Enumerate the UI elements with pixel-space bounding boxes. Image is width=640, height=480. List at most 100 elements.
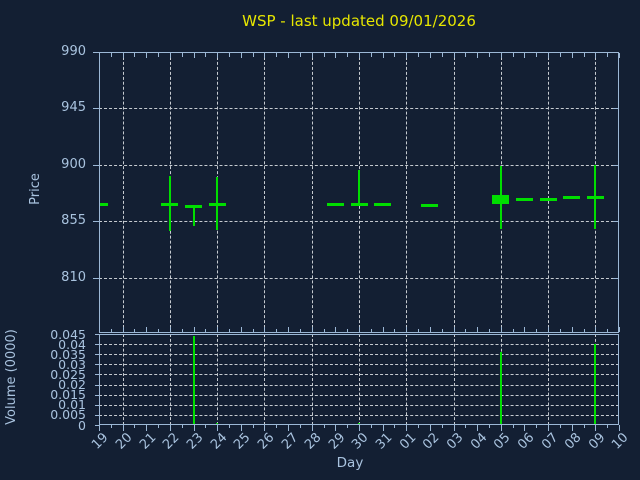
tick-mark	[95, 354, 99, 356]
tick-mark	[122, 53, 124, 58]
volume-tick-label: 0	[78, 417, 86, 433]
v-gridline	[548, 334, 550, 425]
tick-mark	[441, 53, 443, 57]
tick-mark	[613, 221, 619, 223]
tick-mark	[536, 53, 538, 57]
tick-mark	[512, 328, 514, 332]
tick-mark	[607, 328, 609, 332]
tick-mark	[110, 53, 112, 57]
candle-body	[185, 205, 203, 209]
tick-mark	[264, 425, 266, 431]
v-gridline	[311, 52, 313, 333]
tick-mark	[95, 425, 99, 426]
x-tick-label-text: 19	[89, 430, 112, 453]
v-gridline	[122, 52, 124, 333]
tick-mark	[95, 344, 99, 346]
tick-mark	[288, 327, 290, 332]
tick-mark	[489, 425, 490, 428]
tick-mark	[418, 328, 420, 332]
tick-mark	[571, 327, 573, 332]
v-gridline	[264, 334, 266, 425]
candle-wick	[358, 169, 360, 203]
tick-mark	[489, 328, 490, 332]
tick-mark	[489, 53, 490, 57]
price-tick-label: 810	[61, 269, 86, 285]
tick-mark	[536, 425, 538, 428]
price-plot-area	[99, 52, 619, 333]
tick-mark	[95, 404, 99, 406]
x-tick-label-text: 10	[609, 430, 632, 453]
volume-tick-label: 0.035	[50, 346, 86, 362]
tick-mark	[146, 53, 148, 58]
tick-mark	[276, 425, 278, 428]
x-tick-label-text: 31	[373, 430, 396, 453]
tick-mark	[134, 53, 136, 57]
tick-mark	[193, 53, 195, 58]
tick-mark	[406, 53, 408, 58]
h-gridline	[99, 384, 619, 386]
tick-mark	[477, 425, 479, 431]
v-gridline	[359, 334, 360, 425]
x-tick-label-text: 08	[562, 430, 585, 453]
tick-mark	[205, 53, 207, 57]
tick-mark	[264, 53, 266, 58]
v-gridline	[264, 52, 266, 333]
tick-mark	[335, 53, 337, 58]
tick-mark	[429, 53, 431, 58]
v-gridline	[122, 334, 124, 425]
tick-mark	[323, 53, 325, 57]
x-tick-label-text: 29	[325, 430, 349, 453]
tick-mark	[323, 425, 325, 428]
candle-body	[492, 195, 510, 204]
volume-tick-label: 0.02	[58, 377, 86, 393]
volume-bar	[192, 336, 195, 425]
candle-body	[99, 202, 108, 206]
candle-body	[515, 197, 533, 201]
tick-mark	[158, 328, 160, 332]
tick-mark	[524, 327, 526, 332]
tick-mark	[95, 384, 99, 386]
volume-tick-label: 0.01	[58, 397, 86, 413]
tick-mark	[619, 425, 620, 431]
candle-body	[421, 203, 439, 207]
candle-body	[539, 197, 557, 201]
tick-mark	[252, 425, 254, 428]
x-tick-label-text: 07	[538, 430, 561, 453]
volume-tick-label: 0.025	[50, 366, 86, 382]
v-gridline	[453, 52, 455, 333]
tick-mark	[311, 327, 313, 332]
tick-mark	[370, 328, 372, 332]
x-tick-label-text: 09	[585, 430, 609, 453]
tick-mark	[477, 53, 479, 58]
tick-mark	[548, 425, 550, 431]
candle-body	[161, 202, 179, 206]
tick-mark	[382, 425, 384, 431]
price-plot-frame	[99, 52, 619, 333]
tick-mark	[359, 425, 360, 431]
tick-mark	[607, 53, 609, 57]
volume-bar	[594, 344, 597, 425]
tick-mark	[524, 425, 526, 431]
tick-mark	[299, 425, 301, 428]
tick-mark	[95, 394, 99, 396]
tick-mark	[595, 425, 597, 431]
tick-mark	[276, 328, 278, 332]
v-gridline	[548, 52, 550, 333]
v-gridline	[217, 334, 219, 425]
tick-mark	[181, 53, 183, 57]
v-gridline	[406, 334, 408, 425]
tick-mark	[99, 425, 100, 431]
tick-mark	[335, 425, 337, 431]
tick-mark	[99, 327, 100, 332]
tick-mark	[229, 53, 230, 57]
x-tick-label-text: 26	[255, 430, 278, 453]
tick-mark	[93, 221, 99, 223]
x-tick-label-text: 02	[420, 430, 443, 453]
tick-mark	[512, 53, 514, 57]
volume-tick-label: 0.04	[58, 336, 86, 352]
tick-mark	[607, 425, 609, 428]
tick-mark	[181, 328, 183, 332]
tick-mark	[613, 52, 619, 53]
tick-mark	[288, 53, 290, 58]
tick-mark	[394, 328, 396, 332]
